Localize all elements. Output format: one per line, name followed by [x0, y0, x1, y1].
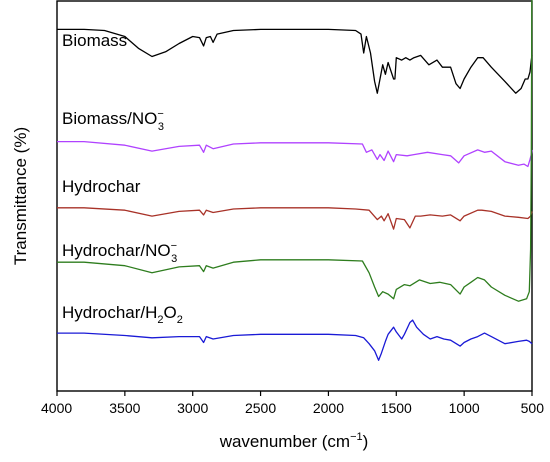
series-line-biomass-no3	[57, 140, 533, 168]
series-label-hydrochar-no3: Hydrochar/NO− 3	[62, 240, 177, 265]
series-label-part: −	[171, 240, 177, 252]
plot-frame	[56, 0, 533, 392]
x-tick-label: 3000	[177, 400, 208, 416]
series-label-part: Hydrochar/NO	[62, 241, 171, 260]
series-line-hydrochar-no3	[57, 0, 533, 302]
series-label-part: 3	[158, 121, 164, 133]
x-tick-layer: 4000 3500 3000 2500 2000 1500 1000 500	[41, 391, 544, 416]
series-label-hydrochar: Hydrochar	[62, 177, 141, 196]
x-axis-title-exponent: −1	[350, 431, 363, 443]
series-label-part: Biomass	[62, 31, 127, 50]
series-layer	[57, 0, 533, 361]
series-label-part: Biomass/NO	[62, 109, 157, 128]
series-line-hydrochar-h2o2	[57, 319, 533, 361]
series-label-part: Hydrochar	[62, 177, 141, 196]
x-tick-label: 1500	[381, 400, 412, 416]
x-tick-label: 2500	[245, 400, 276, 416]
x-tick-label: 2000	[313, 400, 344, 416]
series-label-part: −	[157, 108, 163, 120]
x-axis-title-main: wavenumber (cm	[219, 432, 350, 451]
x-tick-label: 1000	[449, 400, 480, 416]
series-line-hydrochar	[57, 207, 533, 230]
x-axis-title: wavenumber (cm−1)	[219, 431, 369, 451]
series-label-biomass-no3: Biomass/NO− 3	[62, 108, 164, 133]
series-label-part: 2	[177, 314, 183, 326]
y-axis-title: Transmittance (%)	[11, 127, 30, 265]
series-label-hydrochar-h2o2: Hydrochar/H2O2	[62, 303, 183, 326]
x-tick-label: 3500	[109, 400, 140, 416]
x-tick-label: 500	[521, 400, 545, 416]
x-tick-label: 4000	[41, 400, 72, 416]
series-label-part: 2	[157, 314, 163, 326]
series-label-part: O	[164, 303, 177, 322]
x-axis-title-tail: )	[363, 432, 369, 451]
series-label-part: Hydrochar/H	[62, 303, 157, 322]
series-line-biomass	[57, 28, 533, 94]
series-label-part: 3	[171, 253, 177, 265]
series-label-biomass: Biomass	[62, 31, 127, 50]
